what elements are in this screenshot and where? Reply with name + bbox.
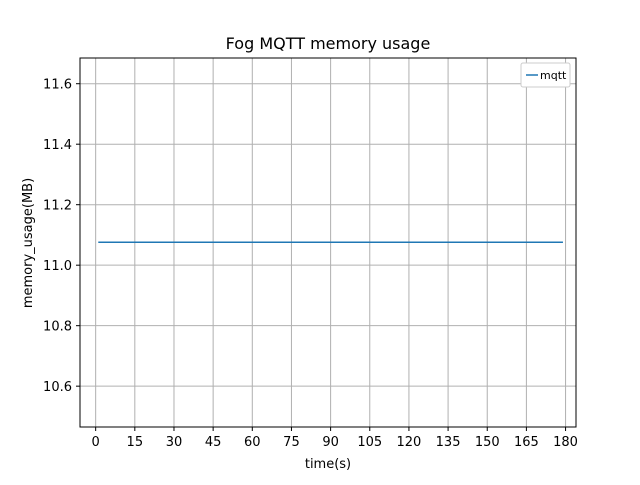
x-tick-label: 60	[244, 435, 261, 450]
x-tick-label: 15	[127, 435, 144, 450]
x-tick-label: 135	[436, 435, 461, 450]
legend-label: mqtt	[540, 69, 567, 82]
ticks: 0 15 30 45 60 75 90 105 120 135 150 165 180 10.6 10.8 1…	[43, 78, 578, 450]
x-axis-label: time(s)	[305, 457, 351, 472]
x-tick-label: 90	[322, 435, 339, 450]
x-tick-label: 75	[283, 435, 300, 450]
x-tick-label: 120	[397, 435, 422, 450]
y-tick-label: 10.6	[43, 380, 72, 395]
legend: mqtt	[520, 62, 571, 88]
x-tick-label: 45	[205, 435, 222, 450]
y-tick-label: 10.8	[43, 320, 72, 335]
y-tick-label: 11.2	[43, 199, 72, 214]
x-tick-label: 180	[553, 435, 578, 450]
x-tick-label: 150	[475, 435, 500, 450]
x-tick-label: 30	[166, 435, 183, 450]
y-tick-label: 11.6	[43, 78, 72, 93]
x-tick-label: 165	[514, 435, 539, 450]
plot-frame	[79, 57, 577, 428]
y-tick-label: 11.4	[43, 138, 72, 153]
y-tick-label: 11.0	[43, 259, 72, 274]
x-tick-label: 105	[357, 435, 382, 450]
y-axis-label: memory_usage(MB)	[21, 178, 36, 308]
chart-title: Fog MQTT memory usage	[226, 34, 431, 53]
x-tick-label: 0	[92, 435, 100, 450]
legend-box	[520, 62, 571, 88]
